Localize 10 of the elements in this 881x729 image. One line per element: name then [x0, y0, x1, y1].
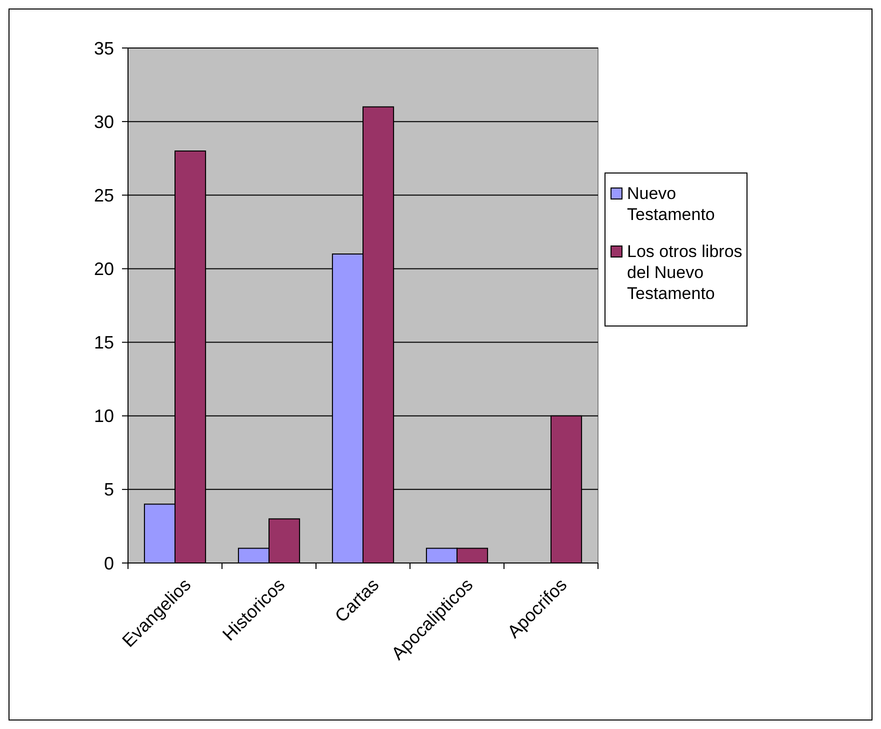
y-tick-label: 15	[94, 332, 114, 353]
y-tick-label: 5	[104, 480, 114, 500]
y-tick-label: 20	[94, 259, 114, 280]
legend-label: Nuevo Testamento	[627, 184, 715, 224]
y-tick-label: 35	[94, 38, 114, 58]
y-tick-label: 10	[94, 406, 114, 426]
y-tick-label: 0	[104, 553, 114, 574]
legend-label: Los otros libros del Nuevo Testamento	[627, 242, 742, 303]
y-tick-label: 25	[94, 185, 114, 206]
y-tick-label: 30	[94, 112, 114, 132]
